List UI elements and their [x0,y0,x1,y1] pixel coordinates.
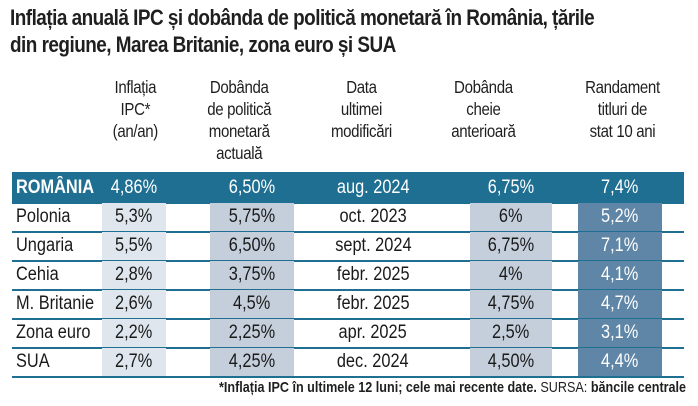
cell-last-change: febr. 2025 [336,293,410,314]
cell-shade [210,203,294,231]
cell-previous-rate: 2,5% [492,322,530,343]
cell-inflation: 2,6% [115,293,153,314]
header-previous-rate: Dobânda cheie anterioară [450,77,516,141]
cell-bond-yield: 7,4% [601,177,639,198]
table-top-border [12,172,684,174]
cell-previous-rate: 4,75% [487,293,535,314]
cell-shade [470,290,552,318]
cell-shade [210,319,294,347]
row-divider [12,260,684,262]
cell-inflation: 5,5% [115,235,153,256]
country-name: ROMÂNIA [16,177,95,198]
row-divider [12,376,684,378]
cell-shade [102,348,166,376]
table-title: Inflația anuală IPC și dobânda de politi… [10,4,595,58]
cell-previous-rate: 4,50% [487,351,535,372]
cell-inflation: 2,7% [115,351,153,372]
cell-shade [210,261,294,289]
cell-shade [102,290,166,318]
cell-shade [102,261,166,289]
table-row: M. Britanie 2,6% 4,5% febr. 2025 4,75% 4,7% [12,290,684,318]
footnote: *Inflația IPC în ultimele 12 luni; cele … [219,378,686,398]
country-name: Zona euro [16,322,91,343]
cell-shade [210,290,294,318]
header-inflation: Inflația IPC* (an/an) [112,77,158,141]
country-name: Polonia [16,206,71,227]
cell-shade [102,203,166,231]
header-bond-yield: Randament titluri de stat 10 ani [584,77,660,141]
cell-policy-rate: 3,75% [228,264,276,285]
cell-shade [578,203,662,231]
cell-last-change: apr. 2025 [338,322,408,343]
cell-last-change: dec. 2024 [337,351,409,372]
country-name: Cehia [16,264,59,285]
cell-policy-rate: 2,25% [228,322,276,343]
title-line-1: Inflația anuală IPC și dobânda de politi… [10,5,595,30]
row-divider [12,231,684,233]
cell-policy-rate: 5,75% [228,206,276,227]
table-row: Zona euro 2,2% 2,25% apr. 2025 2,5% 3,1% [12,319,684,347]
cell-policy-rate: 4,25% [228,351,276,372]
footnote-note: *Inflația IPC în ultimele 12 luni; cele … [218,379,537,396]
cell-inflation: 4,86% [110,177,158,198]
cell-shade [470,319,552,347]
header-last-change: Data ultimei modificări [330,77,392,141]
cell-last-change: oct. 2023 [339,206,407,227]
cell-inflation: 5,3% [115,206,153,227]
footnote-source: băncile centrale [590,379,686,396]
title-line-2: din regiune, Marea Britanie, zona euro ș… [10,32,396,57]
table-row-highlight: ROMÂNIA 4,86% 6,50% aug. 2024 6,75% 7,4% [12,174,684,202]
cell-shade [102,319,166,347]
cell-shade [578,348,662,376]
cell-inflation: 2,8% [115,264,153,285]
country-name: M. Britanie [16,293,95,314]
cell-inflation: 2,2% [115,322,153,343]
cell-previous-rate: 6,75% [487,235,535,256]
cell-previous-rate: 6,75% [487,177,535,198]
table-row: Ungaria 5,5% 6,50% sept. 2024 6,75% 7,1% [12,232,684,260]
cell-shade [470,261,552,289]
cell-bond-yield: 4,1% [601,264,639,285]
cell-shade [578,261,662,289]
country-name: SUA [16,351,50,372]
cell-shade [470,203,552,231]
cell-bond-yield: 3,1% [601,322,639,343]
cell-shade [470,232,552,260]
table-row: SUA 2,7% 4,25% dec. 2024 4,50% 4,4% [12,348,684,376]
cell-previous-rate: 6% [499,206,523,227]
cell-shade [578,232,662,260]
cell-bond-yield: 4,7% [601,293,639,314]
table-row: Polonia 5,3% 5,75% oct. 2023 6% 5,2% [12,203,684,231]
cell-last-change: sept. 2024 [334,235,412,256]
cell-policy-rate: 4,5% [233,293,271,314]
cell-policy-rate: 6,50% [228,177,276,198]
cell-last-change: febr. 2025 [336,264,410,285]
table-row: Cehia 2,8% 3,75% febr. 2025 4% 4,1% [12,261,684,289]
cell-bond-yield: 7,1% [601,235,639,256]
country-name: Ungaria [16,235,74,256]
cell-previous-rate: 4% [499,264,523,285]
row-divider [12,289,684,291]
cell-shade [210,232,294,260]
row-divider [12,347,684,349]
cell-bond-yield: 5,2% [601,206,639,227]
cell-shade [210,348,294,376]
cell-bond-yield: 4,4% [601,351,639,372]
footnote-source-label: SURSA: [540,379,588,396]
cell-shade [578,319,662,347]
cell-last-change: aug. 2024 [336,177,410,198]
row-divider [12,318,684,320]
header-policy-rate: Dobânda de politică monetară actuală [207,77,271,163]
cell-shade [578,290,662,318]
cell-shade [102,232,166,260]
cell-policy-rate: 6,50% [228,235,276,256]
row-divider [12,202,684,204]
cell-shade [470,348,552,376]
